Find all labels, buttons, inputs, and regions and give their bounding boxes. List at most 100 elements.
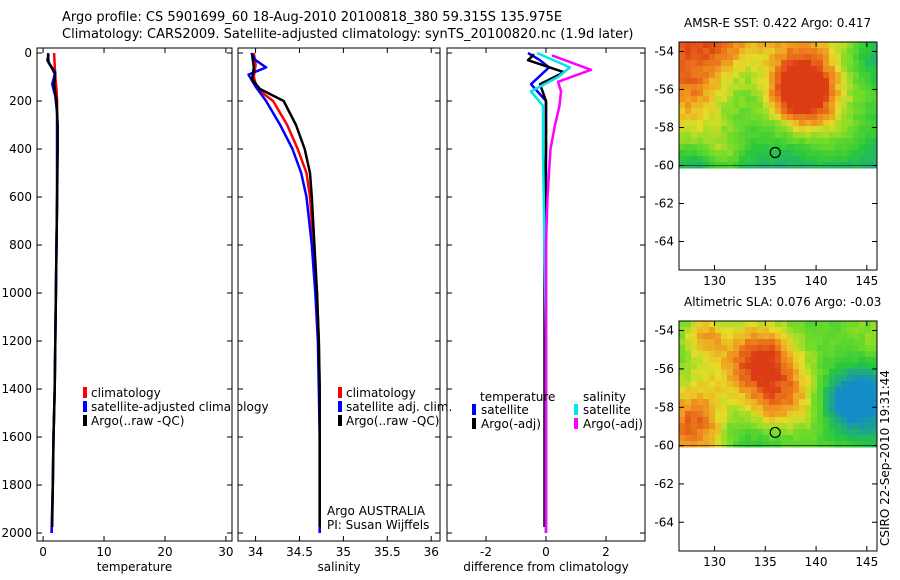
- map-cell: [793, 90, 800, 97]
- map-cell: [763, 126, 770, 133]
- map-cell: [739, 114, 746, 121]
- map-cell: [703, 126, 710, 133]
- map-cell: [853, 138, 860, 145]
- map-cell: [697, 375, 704, 382]
- map-cell: [715, 90, 722, 97]
- map-cell: [811, 114, 818, 121]
- map-cell: [823, 327, 830, 334]
- map-cell: [733, 375, 740, 382]
- map-cell: [811, 375, 818, 382]
- x-tick-label: 35: [336, 545, 351, 559]
- map-cell: [805, 387, 812, 394]
- map-cell: [787, 387, 794, 394]
- map-cell: [727, 102, 734, 109]
- map-cell: [697, 108, 704, 115]
- map-cell: [871, 381, 877, 388]
- map-cell: [817, 345, 824, 352]
- map-cell: [769, 411, 776, 418]
- map-cell: [865, 42, 872, 49]
- map-cell: [685, 132, 692, 139]
- map-cell: [823, 114, 830, 121]
- map-cell: [823, 150, 830, 157]
- map-cell: [769, 441, 776, 448]
- map-cell: [823, 369, 830, 376]
- map-cell: [757, 42, 764, 49]
- map-cell: [715, 369, 722, 376]
- map-cell: [853, 108, 860, 115]
- legend-swatch: [83, 401, 87, 412]
- map-cell: [859, 84, 866, 91]
- map-cell: [865, 60, 872, 67]
- map-cell: [829, 78, 836, 85]
- map-cell: [763, 90, 770, 97]
- map-cell: [871, 66, 877, 73]
- map-cell: [703, 339, 710, 346]
- legend-label: Argo(..raw -QC): [91, 414, 184, 428]
- map-cell: [691, 321, 698, 328]
- map-cell: [799, 114, 806, 121]
- map-cell: [685, 429, 692, 436]
- map-cell: [709, 54, 716, 61]
- map-cell: [757, 90, 764, 97]
- map-cell: [823, 351, 830, 358]
- y-tick-label: 1600: [1, 430, 32, 444]
- x-tick-label: -2: [480, 545, 492, 559]
- legend-swatch: [338, 387, 342, 398]
- x-tick-label: 0: [542, 545, 550, 559]
- map-cell: [763, 429, 770, 436]
- map-cell: [775, 84, 782, 91]
- map-cell: [859, 423, 866, 430]
- map-cell: [709, 351, 716, 358]
- map-cell: [823, 84, 830, 91]
- map-cell: [793, 363, 800, 370]
- map-cell: [811, 126, 818, 133]
- map-field: [679, 42, 877, 169]
- map-cell: [823, 96, 830, 103]
- map-cell: [733, 393, 740, 400]
- map-cell: [757, 411, 764, 418]
- map-cell: [865, 156, 872, 163]
- map-cell: [811, 333, 818, 340]
- map-cell: [829, 132, 836, 139]
- map-cell: [757, 441, 764, 448]
- map-cell: [793, 441, 800, 448]
- map-cell: [685, 321, 692, 328]
- map-cell: [823, 138, 830, 145]
- map-cell: [709, 96, 716, 103]
- map-cell: [829, 114, 836, 121]
- map-cell: [775, 150, 782, 157]
- map-cell: [703, 333, 710, 340]
- map-cell: [745, 345, 752, 352]
- map-cell: [805, 72, 812, 79]
- map-cell: [865, 327, 872, 334]
- map-frame: [678, 320, 878, 552]
- map-y-tick-label: -60: [654, 439, 674, 453]
- map-cell: [775, 321, 782, 328]
- map-cell: [793, 150, 800, 157]
- map-cell: [781, 108, 788, 115]
- map-cell: [733, 417, 740, 424]
- map-cell: [787, 405, 794, 412]
- map-cell: [679, 54, 686, 61]
- map-cell: [847, 120, 854, 127]
- map-cell: [739, 96, 746, 103]
- map-cell: [841, 345, 848, 352]
- map-cell: [811, 138, 818, 145]
- map-cell: [865, 54, 872, 61]
- map-cell: [775, 114, 782, 121]
- map-cell: [781, 351, 788, 358]
- map-x-tick-label: 145: [855, 555, 878, 569]
- map-cell: [679, 399, 686, 406]
- legend-swatch: [574, 418, 578, 429]
- map-cell: [835, 327, 842, 334]
- map-cell: [823, 363, 830, 370]
- map-cell: [685, 96, 692, 103]
- map-cell: [697, 138, 704, 145]
- map-cell: [847, 417, 854, 424]
- map-cell: [721, 102, 728, 109]
- map-cell: [835, 102, 842, 109]
- map-cell: [691, 54, 698, 61]
- map-cell: [805, 60, 812, 67]
- map-cell: [787, 150, 794, 157]
- map-cell: [805, 48, 812, 55]
